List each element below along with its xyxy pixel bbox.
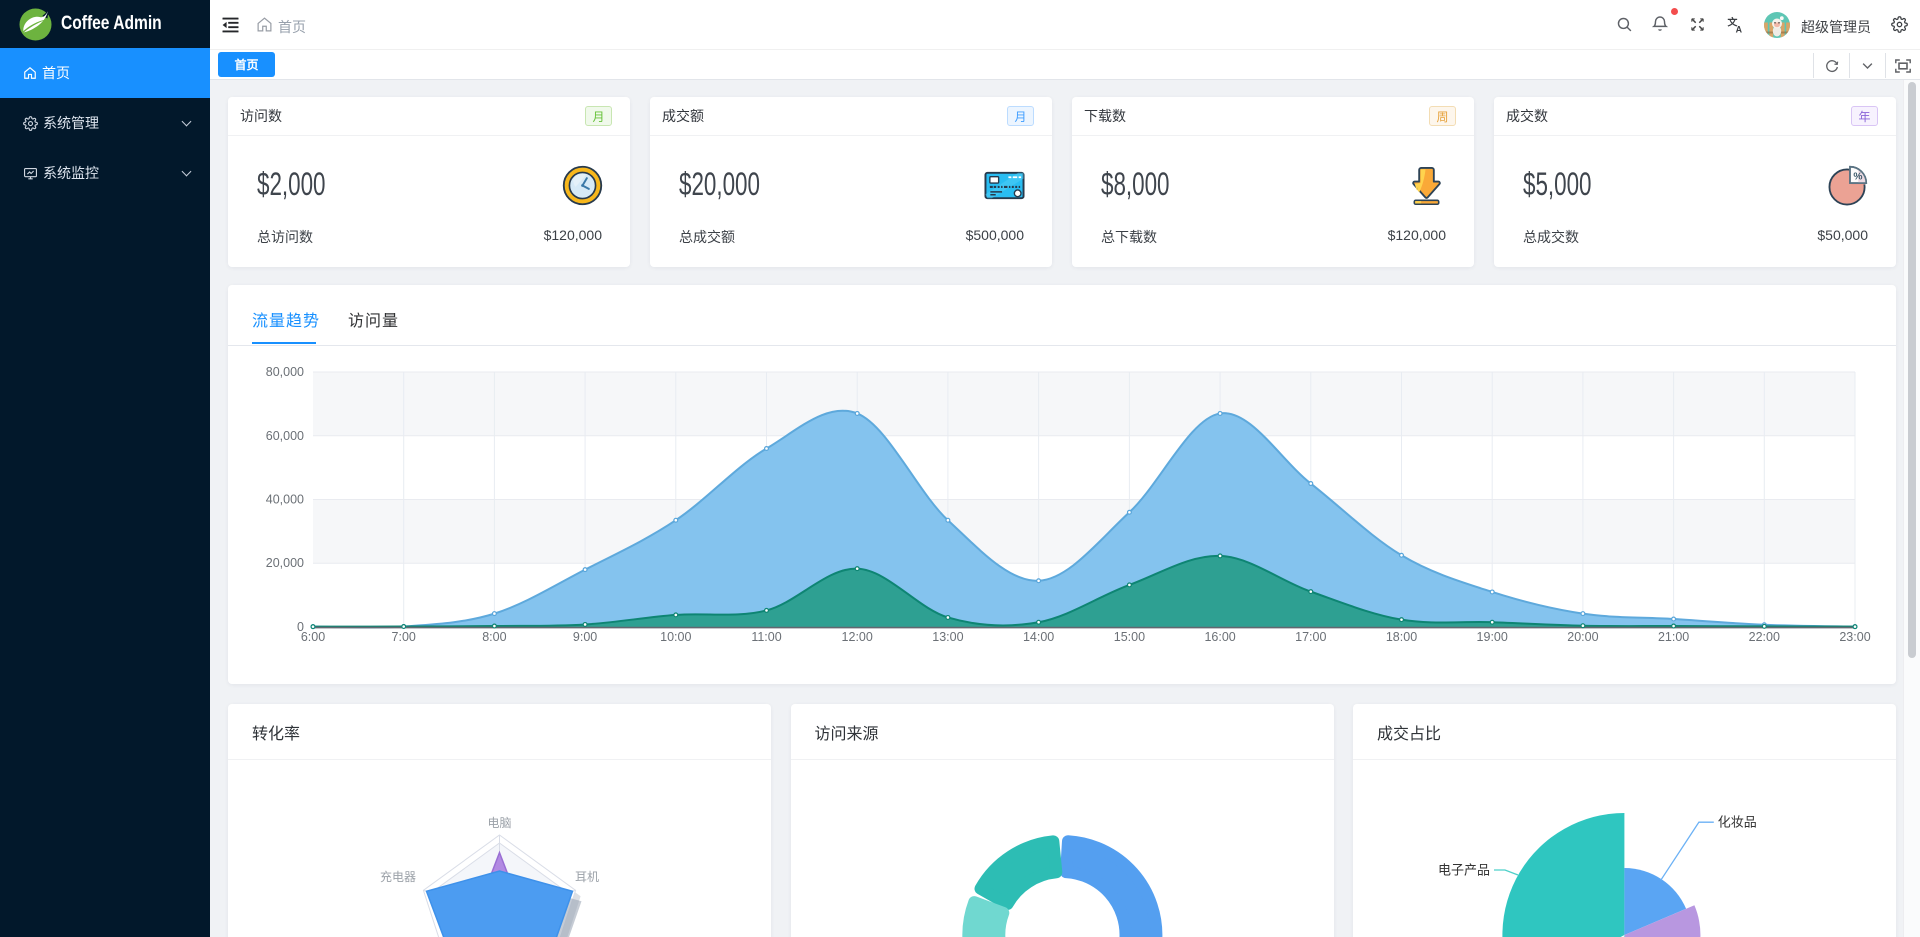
svg-text:17:00: 17:00 (1295, 630, 1326, 644)
svg-text:7:00: 7:00 (392, 630, 416, 644)
svg-text:A: A (1736, 24, 1743, 33)
svg-text:6:00: 6:00 (301, 630, 325, 644)
svg-text:11:00: 11:00 (751, 630, 781, 644)
svg-text:0: 0 (297, 620, 304, 634)
svg-text:化妆品: 化妆品 (1718, 815, 1757, 830)
svg-text:20:00: 20:00 (1567, 630, 1598, 644)
svg-text:文: 文 (1728, 16, 1738, 29)
svg-text:14:00: 14:00 (1023, 630, 1054, 644)
svg-text:8:00: 8:00 (482, 630, 506, 644)
svg-text:10:00: 10:00 (660, 630, 691, 644)
svg-text:80,000: 80,000 (266, 365, 304, 379)
svg-text:60,000: 60,000 (266, 429, 304, 443)
svg-text:16:00: 16:00 (1204, 630, 1235, 644)
svg-text:充电器: 充电器 (380, 869, 416, 884)
svg-text:40,000: 40,000 (266, 493, 304, 507)
svg-text:22:00: 22:00 (1749, 630, 1780, 644)
svg-text:12:00: 12:00 (842, 630, 873, 644)
svg-text:13:00: 13:00 (932, 630, 963, 644)
svg-text:电脑: 电脑 (487, 816, 511, 830)
svg-text:耳机: 耳机 (575, 870, 599, 884)
svg-text:9:00: 9:00 (573, 630, 597, 644)
svg-text:%: % (1853, 172, 1862, 183)
svg-text:电子产品: 电子产品 (1438, 863, 1490, 878)
svg-text:21:00: 21:00 (1658, 630, 1689, 644)
svg-text:18:00: 18:00 (1386, 630, 1417, 644)
svg-text:19:00: 19:00 (1477, 630, 1508, 644)
svg-text:20,000: 20,000 (266, 556, 304, 570)
svg-text:23:00: 23:00 (1839, 630, 1870, 644)
svg-text:15:00: 15:00 (1114, 630, 1145, 644)
